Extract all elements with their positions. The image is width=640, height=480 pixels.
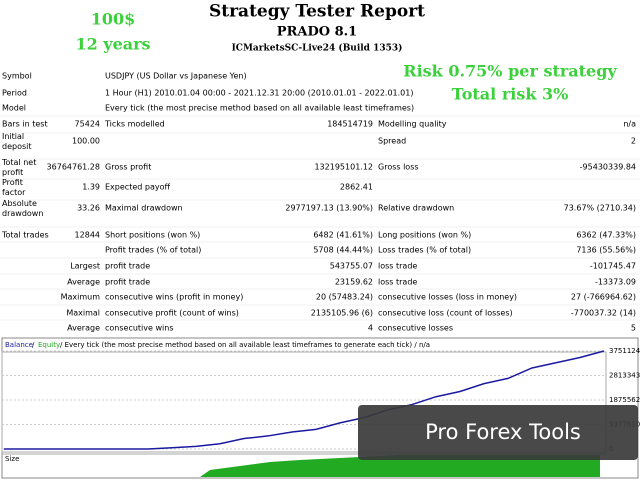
legend-balance: Balance [5, 341, 33, 349]
row-label: loss trade [378, 278, 417, 287]
y-tick-label: 37511240 [609, 347, 640, 355]
row-label: Long positions (won %) [378, 231, 471, 240]
stats-table: Symbol USDJPY (US Dollar vs Japanese Yen)… [0, 72, 640, 333]
row-value: 73.67% (2710.34) [564, 204, 636, 213]
row-value: 23159.62 [335, 278, 373, 287]
row-label: Initial deposit [2, 132, 32, 151]
balance-line [4, 350, 605, 450]
row-value: 75424 [75, 120, 100, 129]
row-label: Loss trades (% of total) [378, 246, 471, 255]
row-label: consecutive wins [105, 324, 173, 333]
row-label: Ticks modelled [104, 120, 165, 129]
row-label: Short positions (won %) [105, 231, 200, 240]
subtitle: PRADO 8.1 [277, 25, 357, 40]
risk-note: Risk 0.75% per strategy [403, 62, 617, 81]
row-value: 1.39 [82, 183, 100, 192]
row-label: Spread [378, 137, 406, 146]
row-label: Absolute drawdown [2, 199, 43, 218]
row-label: Average [67, 278, 100, 287]
row-label: Modelling quality [378, 120, 447, 129]
row-label: 1 Hour (H1) 2010.01.04 00:00 - 2021.12.3… [105, 89, 413, 98]
title: Strategy Tester Report [209, 2, 425, 22]
row-label: Expected payoff [105, 183, 170, 192]
row-value: 2977197.13 (13.90%) [285, 204, 373, 213]
row-value: 33.26 [77, 204, 100, 213]
row-value: 184514719 [327, 120, 373, 129]
row-label: Maximum [61, 293, 101, 302]
row-label: Maximal drawdown [105, 204, 183, 213]
row-value: -770037.32 (14) [571, 309, 636, 318]
row-label: Relative drawdown [378, 204, 454, 213]
row-label: consecutive profit (count of wins) [105, 309, 239, 318]
row-label: Gross profit [105, 163, 151, 172]
row-label: Model [2, 104, 26, 113]
row-value: 12844 [75, 231, 100, 240]
row-value: 20 (57483.24) [316, 293, 373, 302]
row-label: Gross loss [378, 163, 419, 172]
overlay-box [358, 405, 638, 460]
graph-description: / Every tick (the most precise method ba… [60, 341, 430, 349]
total-risk-note: Total risk 3% [452, 85, 569, 104]
row-value: -13373.09 [595, 278, 636, 287]
row-label: consecutive loss (count of losses) [378, 309, 513, 318]
row-label: Largest [70, 262, 100, 271]
row-label: Period [2, 89, 27, 98]
row-label: Every tick (the most precise method base… [105, 104, 414, 113]
y-tick-label: 28133430 [609, 371, 640, 379]
row-value: 7136 (55.56%) [576, 246, 636, 255]
row-label: consecutive losses [378, 324, 453, 333]
row-value: 27 (-766964.62) [571, 293, 636, 302]
row-label: Maximal [66, 309, 100, 318]
row-value: -95430339.84 [580, 163, 636, 172]
row-value: 5 [631, 324, 636, 333]
row-value: n/a [623, 120, 636, 129]
server: ICMarketsSC-Live24 (Build 1353) [232, 43, 403, 54]
row-value: 543755.07 [330, 262, 373, 271]
legend-separator: / [32, 341, 35, 349]
row-value: 5708 (44.44%) [313, 246, 373, 255]
row-label: USDJPY (US Dollar vs Japanese Yen) [105, 72, 247, 81]
row-value: 2862.41 [340, 183, 373, 192]
row-value: 132195101.12 [314, 163, 373, 172]
row-value: 6362 (47.33%) [576, 231, 636, 240]
row-value: 2 [631, 137, 636, 146]
row-value: 6482 (41.61%) [313, 231, 373, 240]
y-tick-label: 18755620 [609, 396, 640, 404]
row-label: profit trade [105, 278, 150, 287]
row-label: Symbol [2, 72, 32, 81]
row-label: consecutive wins (profit in money) [105, 293, 243, 302]
size-label: Size [5, 455, 19, 463]
row-label: loss trade [378, 262, 417, 271]
row-value: 4 [368, 324, 373, 333]
overlay-text: Pro Forex Tools [425, 420, 581, 444]
row-label: Profit factor [2, 178, 26, 197]
legend-equity: Equity [38, 341, 60, 349]
row-label: Total trades [1, 231, 49, 240]
row-value: 100.00 [72, 137, 100, 146]
row-label: consecutive losses (loss in money) [378, 293, 517, 302]
row-value: 2135105.96 (6) [311, 309, 373, 318]
row-value: -101745.47 [590, 262, 636, 271]
row-label: profit trade [105, 262, 150, 271]
years-note: 12 years [75, 35, 150, 54]
deposit-note: 100$ [91, 10, 136, 29]
row-value: 36764761.28 [47, 163, 100, 172]
row-label: Total net profit [1, 158, 36, 177]
row-label: Bars in test [2, 120, 48, 129]
row-label: Profit trades (% of total) [105, 246, 201, 255]
row-label: Average [67, 324, 100, 333]
size-area [200, 455, 600, 477]
